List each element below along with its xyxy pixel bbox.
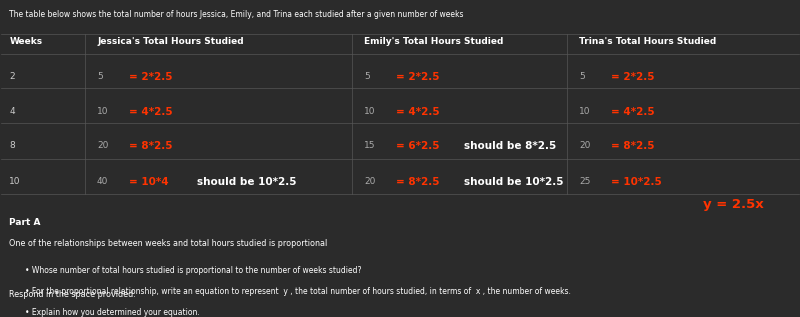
- Text: should be 10*2.5: should be 10*2.5: [464, 177, 563, 187]
- Text: Respond in the space provided.: Respond in the space provided.: [10, 290, 136, 299]
- Text: = 6*2.5: = 6*2.5: [396, 141, 439, 151]
- Text: 15: 15: [364, 141, 376, 150]
- Text: 4: 4: [10, 107, 15, 115]
- Text: = 10*4: = 10*4: [129, 177, 169, 187]
- Text: 2: 2: [10, 72, 15, 81]
- Text: = 4*2.5: = 4*2.5: [129, 107, 173, 117]
- Text: Weeks: Weeks: [10, 37, 42, 46]
- Text: • Whose number of total hours studied is proportional to the number of weeks stu: • Whose number of total hours studied is…: [26, 266, 362, 275]
- Text: Emily's Total Hours Studied: Emily's Total Hours Studied: [364, 37, 503, 46]
- Text: = 8*2.5: = 8*2.5: [129, 141, 173, 151]
- Text: should be 8*2.5: should be 8*2.5: [464, 141, 556, 151]
- Text: Trina's Total Hours Studied: Trina's Total Hours Studied: [579, 37, 717, 46]
- Text: 10: 10: [10, 177, 21, 186]
- Text: 10: 10: [579, 107, 591, 115]
- Text: = 8*2.5: = 8*2.5: [611, 141, 654, 151]
- Text: = 4*2.5: = 4*2.5: [396, 107, 440, 117]
- Text: = 2*2.5: = 2*2.5: [129, 72, 173, 82]
- Text: 5: 5: [97, 72, 103, 81]
- Text: • For the proportional relationship, write an equation to represent  y , the tot: • For the proportional relationship, wri…: [26, 287, 571, 296]
- Text: = 2*2.5: = 2*2.5: [396, 72, 439, 82]
- Text: should be 10*2.5: should be 10*2.5: [197, 177, 296, 187]
- Text: 10: 10: [364, 107, 376, 115]
- Text: The table below shows the total number of hours Jessica, Emily, and Trina each s: The table below shows the total number o…: [10, 10, 464, 19]
- Text: = 4*2.5: = 4*2.5: [611, 107, 655, 117]
- Text: 20: 20: [364, 177, 375, 186]
- Text: = 10*2.5: = 10*2.5: [611, 177, 662, 187]
- Text: = 2*2.5: = 2*2.5: [611, 72, 654, 82]
- Text: 8: 8: [10, 141, 15, 150]
- Text: y = 2.5x: y = 2.5x: [703, 198, 764, 211]
- Text: One of the relationships between weeks and total hours studied is proportional: One of the relationships between weeks a…: [10, 239, 328, 248]
- Text: Jessica's Total Hours Studied: Jessica's Total Hours Studied: [97, 37, 244, 46]
- Text: Part A: Part A: [10, 218, 41, 227]
- Text: 25: 25: [579, 177, 590, 186]
- Text: 5: 5: [364, 72, 370, 81]
- Text: = 8*2.5: = 8*2.5: [396, 177, 439, 187]
- Text: 10: 10: [97, 107, 109, 115]
- Text: 20: 20: [579, 141, 590, 150]
- Text: 5: 5: [579, 72, 585, 81]
- Text: 40: 40: [97, 177, 109, 186]
- Text: 20: 20: [97, 141, 109, 150]
- Text: • Explain how you determined your equation.: • Explain how you determined your equati…: [26, 308, 200, 317]
